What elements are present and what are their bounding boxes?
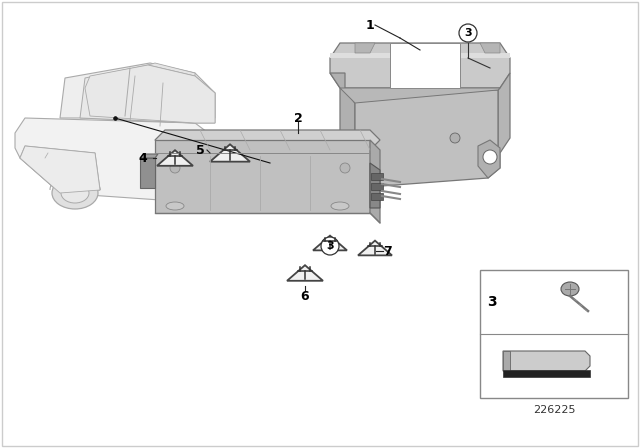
Polygon shape <box>140 158 155 188</box>
Bar <box>371 173 383 180</box>
Polygon shape <box>355 43 375 53</box>
Polygon shape <box>345 90 498 188</box>
Polygon shape <box>330 163 360 198</box>
Polygon shape <box>390 43 460 88</box>
Polygon shape <box>478 140 500 178</box>
Polygon shape <box>370 140 380 223</box>
Bar <box>371 193 383 200</box>
Circle shape <box>459 24 477 42</box>
Polygon shape <box>488 73 510 178</box>
Polygon shape <box>287 265 323 281</box>
Ellipse shape <box>173 174 197 192</box>
Text: 6: 6 <box>301 289 309 302</box>
Ellipse shape <box>166 202 184 210</box>
Text: 7: 7 <box>383 245 392 258</box>
Text: 3: 3 <box>326 241 334 251</box>
Polygon shape <box>330 73 355 198</box>
Text: 5: 5 <box>196 143 204 156</box>
Polygon shape <box>330 53 510 58</box>
Polygon shape <box>20 146 100 193</box>
Polygon shape <box>85 65 215 123</box>
Polygon shape <box>503 351 590 371</box>
Polygon shape <box>80 65 215 123</box>
Circle shape <box>321 237 339 255</box>
Text: 3: 3 <box>487 295 497 309</box>
Ellipse shape <box>164 168 206 198</box>
Text: 4: 4 <box>139 151 147 164</box>
Ellipse shape <box>561 282 579 296</box>
Polygon shape <box>140 154 158 158</box>
Polygon shape <box>157 150 193 166</box>
Circle shape <box>170 163 180 173</box>
Polygon shape <box>148 63 195 76</box>
Polygon shape <box>210 144 250 162</box>
Bar <box>503 370 590 377</box>
Polygon shape <box>358 241 392 255</box>
Text: 226225: 226225 <box>532 405 575 415</box>
Circle shape <box>340 163 350 173</box>
Polygon shape <box>370 163 380 208</box>
Polygon shape <box>20 146 100 193</box>
Polygon shape <box>313 236 347 250</box>
Polygon shape <box>330 43 510 88</box>
Bar <box>371 183 383 190</box>
Circle shape <box>341 177 353 189</box>
Circle shape <box>483 150 497 164</box>
Polygon shape <box>155 140 370 213</box>
Polygon shape <box>340 88 500 103</box>
Ellipse shape <box>52 177 98 209</box>
Polygon shape <box>480 43 500 53</box>
Ellipse shape <box>331 202 349 210</box>
Bar <box>480 270 628 398</box>
Ellipse shape <box>61 183 89 203</box>
Polygon shape <box>60 63 215 123</box>
Circle shape <box>450 133 460 143</box>
Polygon shape <box>15 118 215 200</box>
Text: 2: 2 <box>294 112 302 125</box>
Polygon shape <box>155 130 380 150</box>
Polygon shape <box>503 351 510 371</box>
Text: 1: 1 <box>365 18 374 31</box>
Text: 3: 3 <box>464 28 472 38</box>
